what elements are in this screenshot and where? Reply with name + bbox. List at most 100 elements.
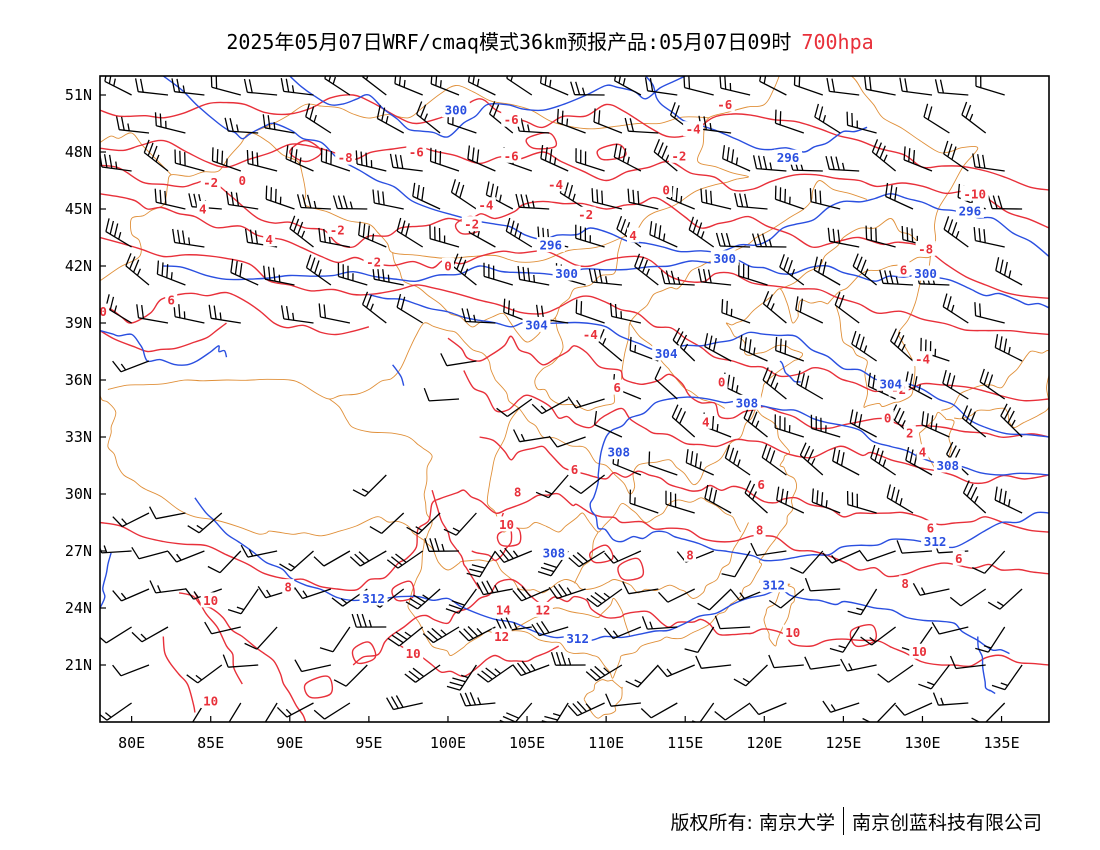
- geopotential-contour: [645, 76, 868, 153]
- temperature-contour-label: -6: [717, 97, 732, 112]
- geopotential-contour: [368, 293, 1049, 438]
- wind-barb: [337, 262, 368, 286]
- boundary-line: [918, 411, 955, 472]
- plot-frame: [99, 75, 1050, 723]
- wind-barb: [613, 143, 642, 172]
- wind-barb: [296, 194, 331, 210]
- temperature-contour-label: 12: [535, 602, 550, 617]
- wind-barb: [539, 76, 569, 96]
- contour-label-bg: [403, 645, 424, 661]
- boundary-line: [763, 583, 796, 647]
- boundary-line: [534, 180, 868, 411]
- contour-label-bg: [493, 601, 514, 617]
- wind-barb: [429, 147, 460, 172]
- temperature-contour-label: -2: [671, 148, 686, 163]
- wind-barb: [684, 626, 715, 654]
- wind-barb: [324, 76, 351, 96]
- wind-barb: [846, 111, 877, 134]
- contour-label-bg: [196, 201, 209, 216]
- contour-label-bg: [952, 550, 965, 566]
- wind-barb: [593, 411, 623, 438]
- wind-barb: [593, 108, 623, 134]
- wind-barb: [885, 182, 914, 210]
- wind-barb: [154, 188, 186, 210]
- wind-barb: [932, 692, 969, 706]
- wind-barb: [446, 664, 477, 691]
- contour-label-bg: [511, 484, 524, 500]
- wind-barb: [319, 626, 351, 653]
- wind-barb: [535, 474, 569, 499]
- copyright: 版权所有: 南京大学 南京创蓝科技有限公司: [671, 806, 1042, 838]
- wind-barb: [832, 447, 860, 476]
- wind-barb: [714, 615, 751, 630]
- geopotential-contour-label: 304: [880, 376, 903, 391]
- contour-label-bg: [496, 516, 517, 532]
- wind-barb: [759, 76, 787, 96]
- wind-barb: [860, 626, 896, 646]
- wind-barb: [262, 114, 295, 134]
- wind-barb: [762, 291, 787, 324]
- wind-barb: [355, 150, 387, 172]
- wind-barb: [115, 116, 150, 134]
- contour-label-bg: [501, 147, 522, 163]
- temperature-contour-label: 10: [499, 517, 514, 532]
- wind-barb: [100, 626, 132, 644]
- temperature-contour-label: -2: [366, 255, 381, 270]
- lon-tick-label: 110E: [588, 734, 624, 752]
- wind-barb: [445, 588, 477, 614]
- wind-barb: [386, 550, 424, 569]
- temperature-contour-label: 0: [444, 259, 452, 274]
- contour-label-bg: [933, 457, 962, 473]
- wind-barb: [349, 550, 387, 567]
- wind-barb: [634, 253, 659, 286]
- geopotential-contour-label: 300: [445, 103, 468, 118]
- wind-barb: [585, 664, 623, 682]
- wind-barb: [244, 626, 278, 650]
- wind-barb: [461, 308, 496, 324]
- wind-barb: [704, 333, 732, 362]
- wind-barb: [210, 76, 241, 96]
- contour-label-bg: [200, 693, 221, 709]
- wind-barb: [224, 117, 259, 134]
- wind-barb: [567, 700, 605, 717]
- wind-barb: [852, 253, 878, 286]
- wind-barb: [104, 76, 132, 96]
- wind-barb: [625, 664, 659, 688]
- contour-label-bg: [200, 592, 221, 608]
- wind-barb: [220, 702, 242, 722]
- boundary-line: [574, 288, 828, 679]
- wind-barb: [603, 626, 642, 640]
- wind-barb: [972, 153, 1005, 172]
- contour-label-bg: [363, 254, 384, 270]
- temperature-contour-label: 10: [203, 694, 218, 709]
- wind-barb: [376, 105, 405, 134]
- wind-barb: [187, 512, 223, 534]
- wind-barb: [440, 353, 477, 367]
- wind-barb: [358, 221, 387, 248]
- temperature-contour-loop: [596, 143, 627, 161]
- boundary-line: [835, 256, 931, 408]
- contour-label-bg: [406, 144, 427, 159]
- contour-label-bg: [335, 149, 356, 165]
- geopotential-contour: [289, 76, 686, 138]
- temperature-contour-label: 6: [927, 521, 935, 536]
- contour-label-bg: [903, 425, 916, 441]
- wind-barb: [452, 253, 477, 286]
- boundary-line: [486, 408, 741, 533]
- wind-barb: [294, 587, 332, 600]
- wind-barb: [734, 192, 768, 210]
- wind-barb: [313, 550, 351, 567]
- wind-barb: [167, 550, 205, 563]
- wind-barb: [991, 664, 1023, 691]
- temperature-contour-label: 6: [900, 262, 908, 277]
- geopotential-contour-label: 312: [763, 578, 786, 593]
- wind-barb: [466, 550, 496, 578]
- wind-barb: [265, 185, 295, 210]
- wind-barb: [112, 588, 150, 602]
- temperature-contour-label: -4: [686, 122, 701, 137]
- wind-barb: [923, 103, 950, 134]
- wind-barb: [320, 147, 351, 172]
- wind-barb: [918, 664, 950, 690]
- wind-barb: [517, 265, 550, 286]
- wind-barb: [822, 550, 860, 564]
